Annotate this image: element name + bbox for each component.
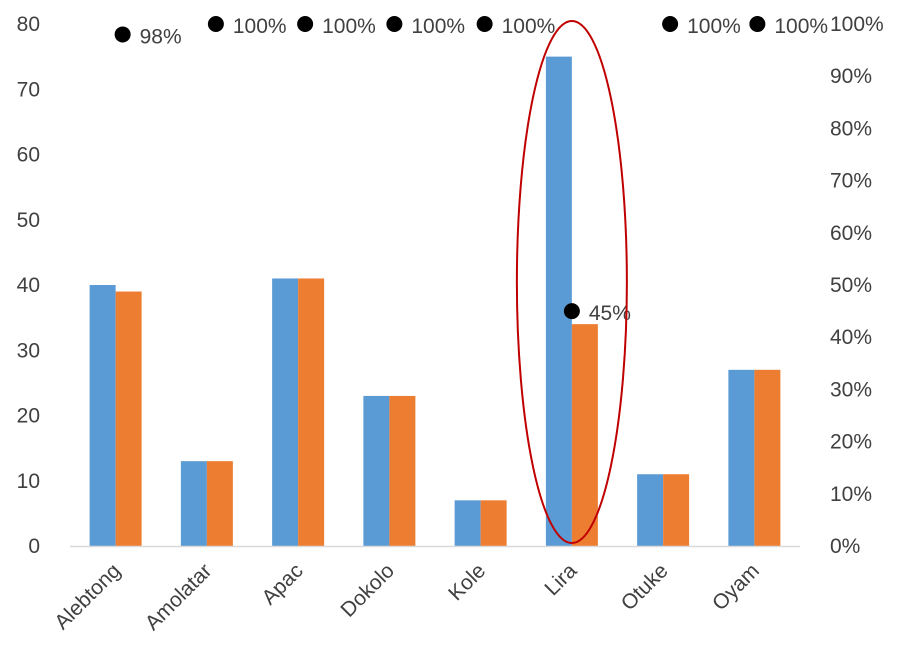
category-label: Kole — [444, 559, 490, 605]
category-label: Dokolo — [336, 559, 398, 621]
bar-series-2 — [754, 369, 781, 546]
category-label: Oyam — [708, 559, 764, 615]
scatter-data-label: 100% — [774, 15, 828, 38]
scatter-point — [563, 303, 580, 320]
bar-series-2 — [115, 291, 142, 546]
category-label: Amolatar — [141, 559, 217, 635]
y-tick-label: 10 — [17, 470, 40, 493]
y2-tick-label: 60% — [830, 222, 872, 245]
scatter-data-label: 100% — [687, 15, 741, 38]
bar-series-2 — [206, 461, 233, 546]
y-tick-label: 80 — [17, 13, 40, 36]
y2-tick-label: 100% — [830, 13, 884, 36]
y2-tick-label: 30% — [830, 378, 872, 401]
bar-series-1 — [637, 474, 664, 546]
scatter-data-label: 45% — [589, 302, 631, 325]
scatter-point — [476, 16, 493, 32]
bar-series-2 — [571, 324, 598, 546]
bar-series-1 — [180, 461, 207, 546]
bar-series-1 — [454, 500, 481, 546]
category-label: Lira — [540, 559, 581, 600]
scatter-point — [297, 16, 314, 32]
y2-tick-label: 50% — [830, 274, 872, 297]
y-tick-label: 0 — [28, 535, 40, 558]
scatter-point — [662, 16, 679, 32]
y2-tick-label: 80% — [830, 117, 872, 140]
category-label: Apac — [258, 559, 308, 609]
scatter-point — [749, 16, 766, 32]
bar-series-2 — [480, 500, 507, 546]
bar-series-1 — [272, 278, 299, 546]
bar-series-2 — [663, 474, 690, 546]
y-tick-label: 60 — [17, 144, 40, 167]
scatter-data-label: 100% — [233, 15, 287, 38]
scatter-data-label: 100% — [411, 15, 465, 38]
category-label: Alebtong — [50, 559, 125, 634]
y2-tick-label: 20% — [830, 431, 872, 454]
highlight-ellipse — [515, 20, 628, 544]
y-tick-label: 30 — [17, 339, 40, 362]
y2-tick-label: 10% — [830, 483, 872, 506]
scatter-point — [386, 16, 403, 32]
y-tick-label: 40 — [17, 274, 40, 297]
category-label: Otuke — [617, 559, 673, 615]
y2-tick-label: 0% — [830, 535, 860, 558]
scatter-point — [207, 16, 224, 32]
scatter-data-label: 98% — [140, 25, 182, 48]
y-tick-label: 70 — [17, 78, 40, 101]
y2-tick-label: 90% — [830, 65, 872, 88]
bar-series-2 — [389, 395, 416, 546]
bar-series-2 — [298, 278, 325, 546]
y-tick-label: 50 — [17, 209, 40, 232]
y-tick-label: 20 — [17, 405, 40, 428]
bar-series-1 — [363, 395, 390, 546]
y2-tick-label: 40% — [830, 326, 872, 349]
bar-series-1 — [89, 285, 116, 546]
scatter-data-label: 100% — [502, 15, 556, 38]
y2-tick-label: 70% — [830, 170, 872, 193]
scatter-point — [114, 26, 131, 43]
scatter-data-label: 100% — [322, 15, 376, 38]
bar-series-1 — [728, 369, 755, 546]
bar-series-1 — [545, 56, 572, 546]
